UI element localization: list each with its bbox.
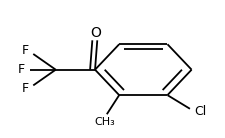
Text: F: F <box>22 44 29 57</box>
Text: F: F <box>22 82 29 95</box>
Text: F: F <box>17 63 24 76</box>
Text: Cl: Cl <box>193 105 205 118</box>
Text: O: O <box>90 26 101 40</box>
Text: CH₃: CH₃ <box>94 117 115 127</box>
